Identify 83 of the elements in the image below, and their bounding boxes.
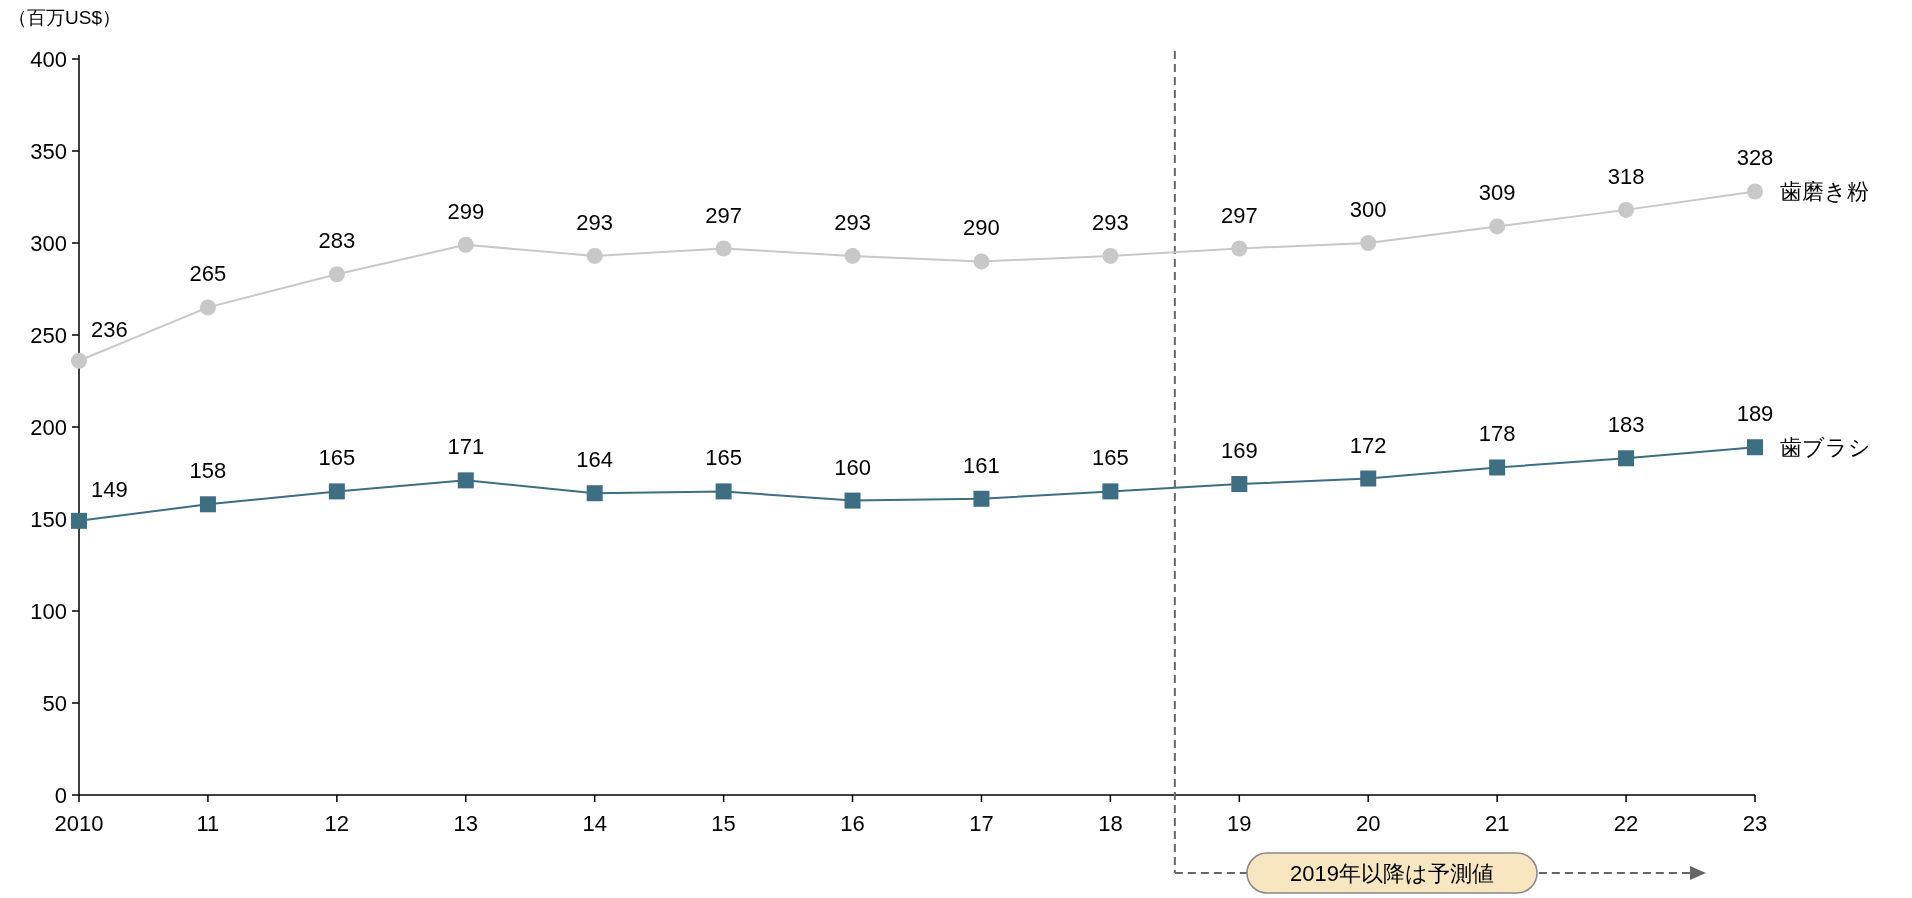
- data-label: 299: [447, 198, 485, 224]
- data-label: 293: [576, 209, 614, 235]
- data-label: 164: [576, 447, 614, 473]
- point: [199, 299, 216, 316]
- point: [973, 253, 990, 270]
- point: [586, 247, 603, 264]
- data-label: 183: [1607, 412, 1645, 438]
- data-label: 297: [1220, 202, 1258, 228]
- data-label: 290: [963, 215, 1000, 241]
- point: [71, 352, 87, 369]
- point: [1231, 240, 1248, 257]
- x-tick-label: 16: [840, 811, 865, 836]
- data-label: 158: [189, 458, 227, 484]
- data-label: 293: [834, 209, 871, 235]
- y-tick-label: 400: [30, 47, 67, 72]
- point: [1747, 183, 1763, 200]
- y-tick-label: 200: [30, 415, 67, 440]
- y-tick-label: 300: [30, 231, 67, 256]
- data-label: 169: [1220, 438, 1258, 464]
- data-label: 328: [1736, 145, 1774, 171]
- point: [199, 496, 216, 513]
- point: [71, 512, 87, 529]
- point: [715, 483, 732, 500]
- x-tick-label: 19: [1227, 811, 1252, 836]
- point: [1360, 470, 1377, 487]
- data-label: 171: [447, 434, 485, 460]
- data-label: 293: [1092, 209, 1129, 235]
- y-tick-label: 50: [42, 691, 67, 716]
- point: [1489, 459, 1506, 476]
- data-label: 172: [1349, 432, 1387, 458]
- point: [1618, 450, 1635, 467]
- y-tick-label: 350: [30, 139, 67, 164]
- point: [844, 492, 861, 509]
- x-tick-label: 2010: [54, 811, 104, 836]
- point: [328, 483, 345, 500]
- data-label: 318: [1607, 163, 1645, 189]
- point: [457, 236, 474, 253]
- y-tick-label: 150: [30, 507, 67, 532]
- y-tick-label: 100: [30, 599, 67, 624]
- point: [1360, 235, 1377, 251]
- point: [328, 266, 345, 283]
- x-tick-label: 11: [196, 811, 220, 836]
- point: [457, 472, 474, 489]
- point: [1489, 218, 1506, 235]
- data-label: 283: [318, 228, 356, 254]
- point: [1231, 476, 1248, 493]
- point: [1102, 247, 1119, 264]
- x-tick-label: 22: [1613, 811, 1639, 836]
- data-label: 160: [834, 454, 871, 480]
- data-label: 265: [189, 261, 227, 287]
- y-axis-title: （百万US$）: [8, 7, 121, 28]
- data-label: 236: [91, 316, 128, 342]
- y-tick-label: 0: [54, 783, 67, 808]
- point: [1618, 201, 1635, 218]
- x-tick-label: 15: [711, 811, 736, 836]
- x-tick-label: 21: [1484, 811, 1510, 836]
- point: [1102, 483, 1119, 500]
- data-label: 178: [1478, 421, 1516, 447]
- series-label: 歯ブラシ: [1780, 435, 1871, 461]
- x-tick-label: 14: [582, 811, 607, 836]
- data-label: 165: [318, 445, 356, 471]
- x-tick-label: 12: [324, 811, 350, 836]
- data-label: 300: [1349, 197, 1387, 222]
- point: [1747, 439, 1763, 456]
- data-label: 297: [705, 202, 742, 228]
- y-tick-label: 250: [30, 323, 67, 348]
- data-label: 161: [963, 452, 1000, 478]
- x-tick-label: 13: [453, 811, 479, 836]
- data-label: 165: [705, 445, 742, 471]
- data-label: 189: [1736, 401, 1774, 427]
- point: [715, 240, 732, 257]
- x-tick-label: 23: [1742, 811, 1768, 836]
- point: [973, 490, 990, 507]
- x-tick-label: 17: [969, 811, 994, 836]
- text: 2019年以降は予測値: [1290, 861, 1494, 886]
- x-tick-label: 18: [1098, 811, 1123, 836]
- x-tick-label: 20: [1355, 811, 1381, 836]
- series-label: 歯磨き粉: [1780, 179, 1869, 205]
- point: [586, 485, 603, 502]
- data-label: 149: [91, 476, 128, 502]
- data-label: 165: [1092, 445, 1129, 471]
- data-label: 309: [1478, 180, 1516, 206]
- point: [844, 247, 861, 264]
